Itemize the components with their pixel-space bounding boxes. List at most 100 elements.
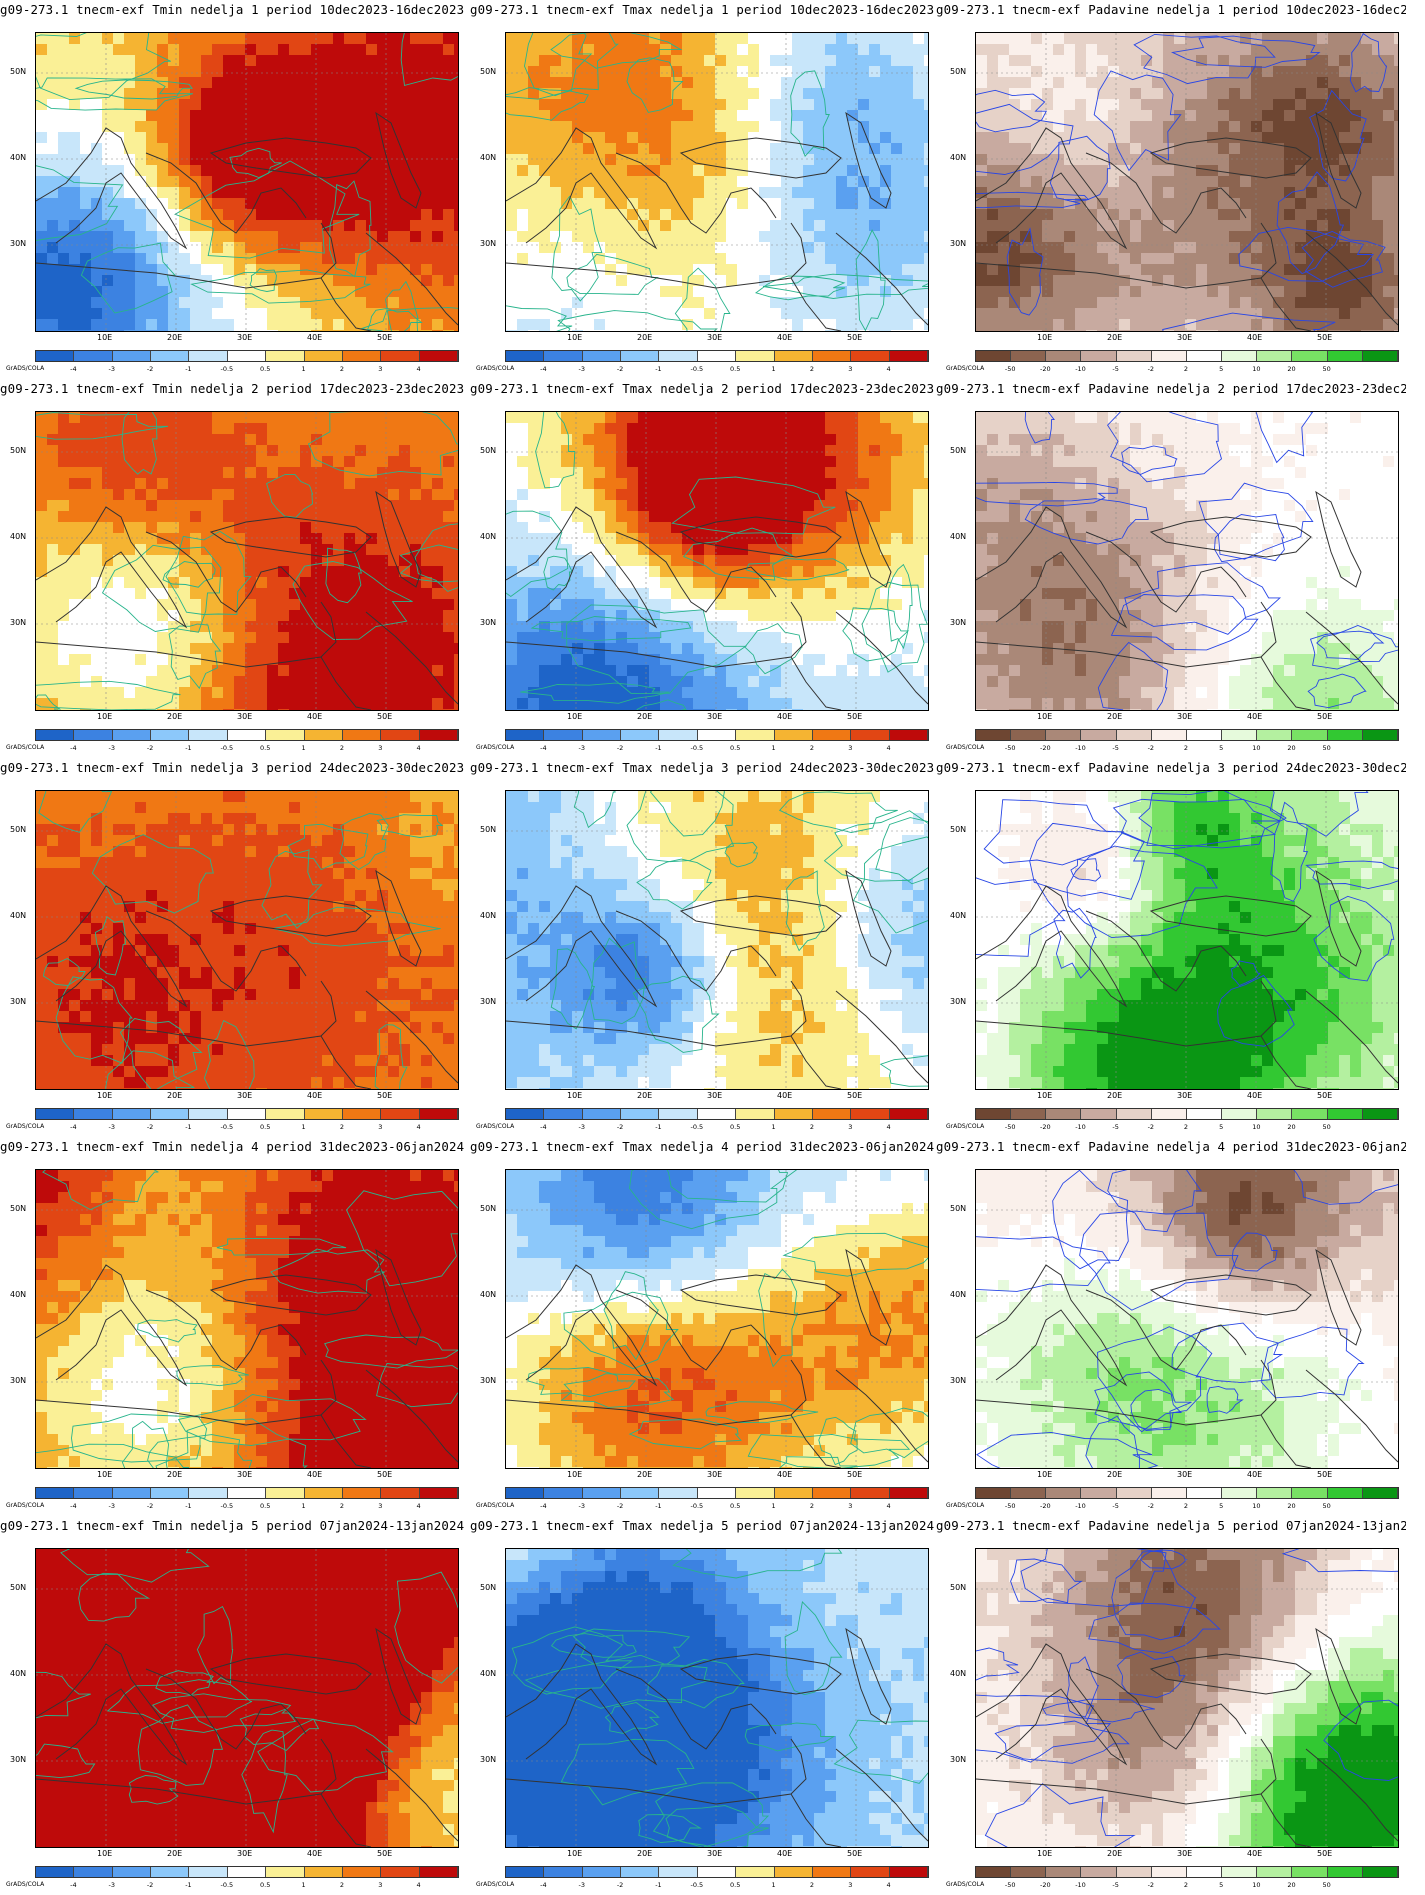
panel-title: g09-273.1 tnecm-exf Tmin nedelja 4 perio… [0,1139,465,1154]
color-scale-swatch [736,1867,775,1877]
coastlines [506,1627,928,1847]
color-scale-swatch [851,730,890,740]
map-svg [506,412,928,710]
color-scale-tick: 5 [1219,1881,1224,1889]
color-scale-tick: -0.5 [690,365,704,373]
color-scale-swatch [189,1488,228,1498]
map-panel-precip: g09-273.1 tnecm-exf Padavine nedelja 2 p… [936,379,1410,758]
map-svg [976,791,1398,1089]
color-scale-swatch [227,1488,267,1498]
color-scale-tick: -10 [1075,1881,1086,1889]
longitude-label: 10E [97,1849,113,1858]
color-scale-tick: -50 [1004,1881,1016,1889]
color-scale-tick: 4 [886,1123,891,1131]
coastlines [506,869,928,1089]
color-scale-swatch [544,1867,583,1877]
color-scale-tick: -4 [540,744,547,752]
color-scale-swatch [659,1109,698,1119]
color-scale-tick: 0.5 [730,365,741,373]
color-scale-tick: -1 [185,365,192,373]
longitude-label: 50E [377,333,393,342]
color-scale-swatch [1116,1488,1152,1498]
map-frame [35,790,459,1090]
color-scale-tick: 2 [809,1502,814,1510]
longitude-label: 10E [97,1470,113,1479]
color-scale-tick: -50 [1004,1502,1016,1510]
color-scale-swatch [1081,730,1117,740]
color-scale-tick: -3 [108,365,115,373]
anomaly-field [976,791,1398,1089]
grads-credit: GrADS/COLA [6,744,45,751]
color-scale-swatch [304,730,343,740]
latitude-label: 30N [10,239,27,248]
color-scale-tick: 1 [301,744,306,752]
color-scale-tick: -0.5 [220,1502,234,1510]
longitude-label: 50E [847,712,863,721]
color-scale-bar [975,1487,1399,1499]
grads-credit: GrADS/COLA [946,1881,985,1888]
color-scale-swatch [1186,1867,1223,1877]
graticule [976,412,1398,710]
color-scale-bar [505,729,929,741]
color-scale-swatch [112,351,152,361]
coastlines [36,1248,458,1468]
color-scale-swatch [227,1867,267,1877]
color-scale-swatch [342,1488,382,1498]
color-scale-tick: -2 [146,1502,154,1510]
color-scale-tick: -1 [655,365,662,373]
color-scale-swatch [1362,1867,1398,1877]
color-scale-tick: 0.5 [260,744,271,752]
color-scale-swatch [1186,1109,1223,1119]
panel-title: g09-273.1 tnecm-exf Padavine nedelja 5 p… [936,1518,1406,1533]
coastlines [976,869,1398,1089]
color-scale-tick: -20 [1040,1502,1051,1510]
grads-credit: GrADS/COLA [476,1502,515,1509]
color-scale-swatch [1186,1488,1223,1498]
color-scale-swatch [1257,1488,1293,1498]
color-scale-tick: 3 [378,365,383,373]
latitude-label: 50N [950,825,967,834]
longitude-label: 20E [167,333,183,342]
color-scale-swatch [1362,1109,1398,1119]
latitude-label: 50N [480,67,497,76]
map-frame [505,411,929,711]
color-scale-swatch [36,1488,75,1498]
latitude-label: 30N [480,1376,497,1385]
color-scale-tick: 2 [339,1881,344,1889]
longitude-label: 50E [847,1091,863,1100]
color-scale-tick: -5 [1112,365,1119,373]
anomaly-field [976,412,1398,710]
longitude-label: 40E [1247,1091,1263,1100]
color-scale-swatch [1116,1109,1152,1119]
color-scale-swatch [582,351,622,361]
grads-credit: GrADS/COLA [946,744,985,751]
color-scale-tick: 5 [1219,1502,1224,1510]
color-scale-swatch [544,730,583,740]
color-scale-swatch [1327,1488,1363,1498]
latitude-label: 30N [950,997,967,1006]
anomaly-field [36,33,458,331]
color-scale-tick: -3 [108,1881,115,1889]
latitude-label: 30N [480,618,497,627]
color-scale-tick: -1 [655,1881,662,1889]
color-scale-tick: -4 [540,1881,547,1889]
map-frame [35,1548,459,1848]
color-scale-swatch [189,1867,228,1877]
color-scale-tick: 1 [301,1123,306,1131]
color-scale-swatch [1362,351,1398,361]
color-scale-tick: -3 [578,1881,585,1889]
color-scale-tick: 10 [1252,365,1261,373]
map-frame [975,32,1399,332]
map-svg [36,33,458,331]
color-scale-swatch [506,1867,545,1877]
color-scale-tick: -0.5 [690,1502,704,1510]
latitude-label: 30N [950,1376,967,1385]
color-scale-tick: -2 [146,1881,154,1889]
color-scale-swatch [1222,730,1258,740]
color-scale-swatch [419,1488,458,1498]
coastlines [976,490,1398,710]
contour-lines [976,791,1398,1047]
color-scale-swatch [851,1109,890,1119]
longitude-label: 40E [777,1091,793,1100]
color-scale-swatch [151,351,190,361]
